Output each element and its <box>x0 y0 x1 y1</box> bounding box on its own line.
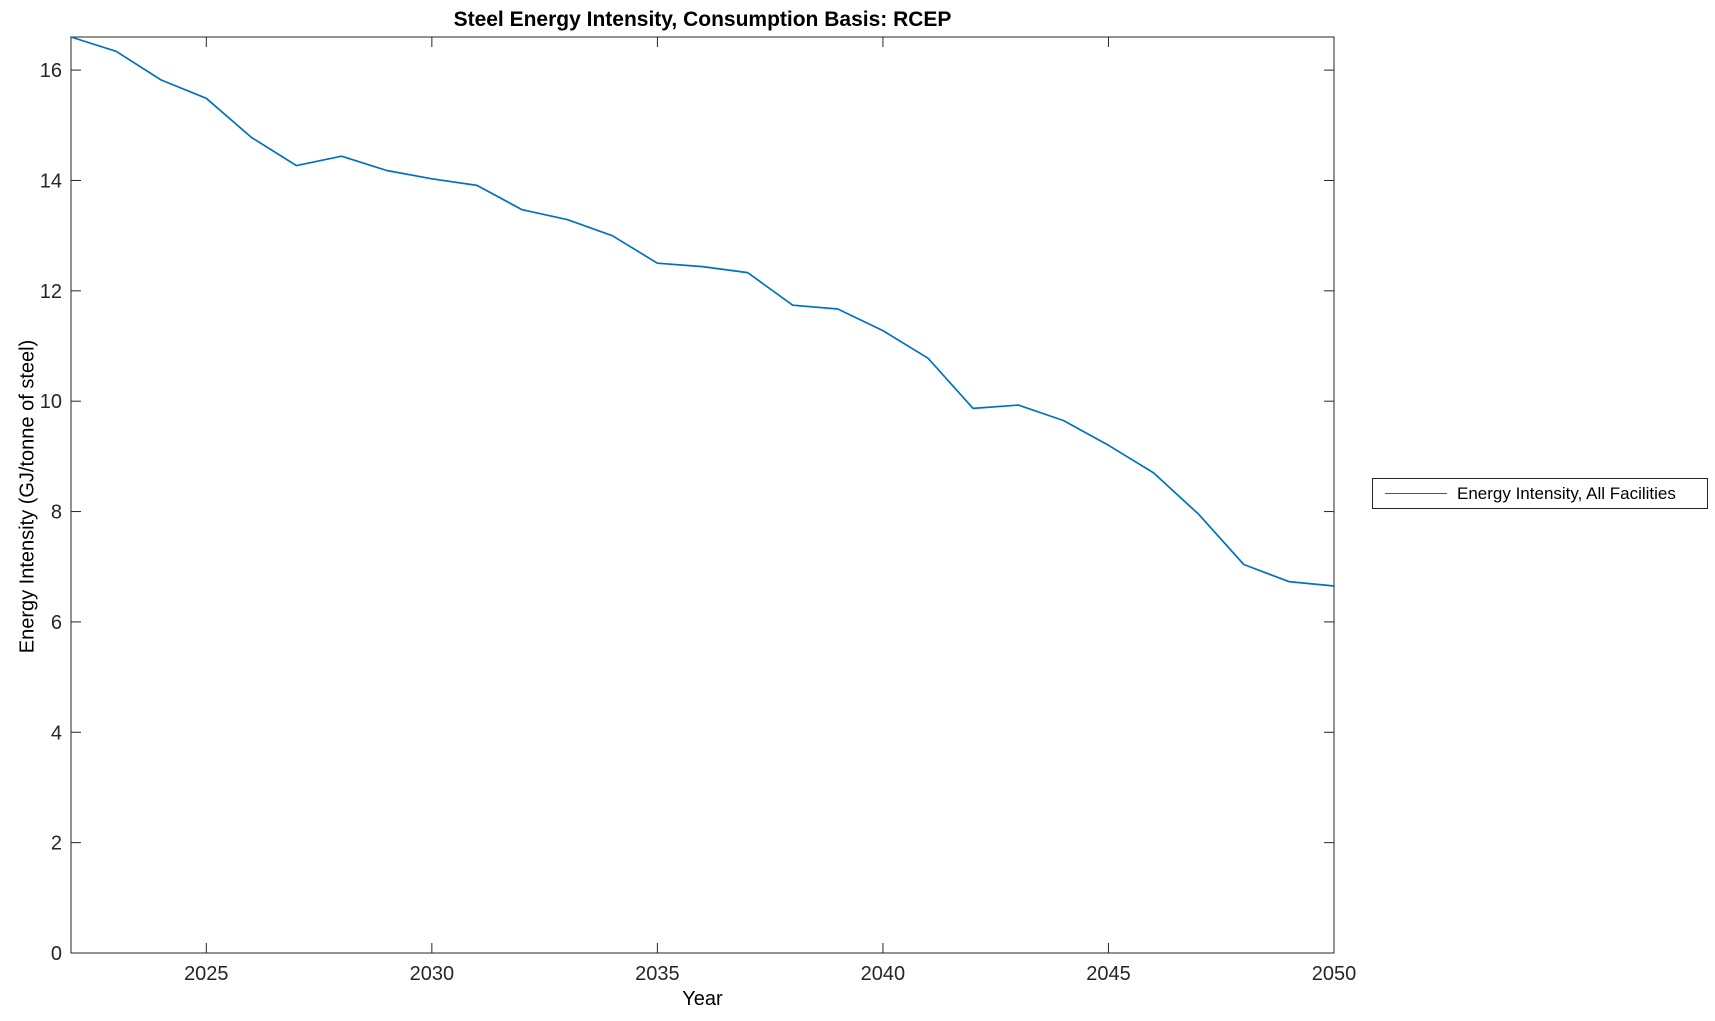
x-tick-label: 2050 <box>1312 963 1357 985</box>
y-tick-label: 2 <box>51 833 62 855</box>
legend-entry-label: Energy Intensity, All Facilities <box>1457 483 1676 503</box>
y-tick-label: 8 <box>51 502 62 524</box>
x-tick-label: 2030 <box>410 963 455 985</box>
x-tick-label: 2035 <box>635 963 680 985</box>
x-axis-label: Year <box>682 988 723 1010</box>
y-tick-label: 10 <box>40 391 62 413</box>
y-tick-label: 0 <box>51 943 62 965</box>
x-tick-label: 2025 <box>184 963 229 985</box>
y-tick-label: 14 <box>40 170 62 192</box>
x-tick-label: 2040 <box>861 963 906 985</box>
y-tick-label: 6 <box>51 612 62 634</box>
y-tick-label: 16 <box>40 60 62 82</box>
y-tick-label: 12 <box>40 281 62 303</box>
series-line <box>70 36 1335 587</box>
y-axis-label: Energy Intensity (GJ/tonne of steel) <box>16 339 39 654</box>
axes-box <box>70 36 1335 954</box>
x-tick-label: 2045 <box>1086 963 1131 985</box>
legend: Energy Intensity, All Facilities <box>1372 478 1708 509</box>
chart-title: Steel Energy Intensity, Consumption Basi… <box>453 8 952 31</box>
legend-line-sample <box>1385 493 1447 494</box>
y-tick-label: 4 <box>51 722 62 744</box>
